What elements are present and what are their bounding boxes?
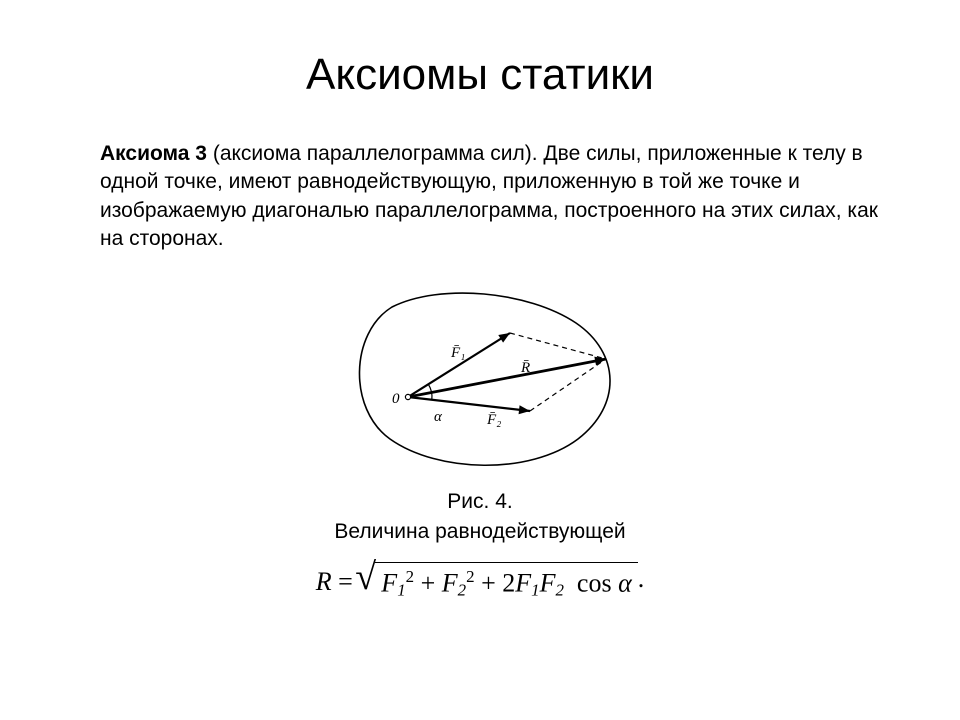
page-title: Аксиомы статики: [60, 50, 900, 100]
formula-dot: .: [638, 565, 645, 594]
axiom-text: Аксиома 3 (аксиома параллелограмма сил).…: [60, 140, 900, 253]
parallelogram-diagram: 0 F̄₁ F̄₂ R̄ α: [330, 277, 630, 477]
svg-text:F̄₁: F̄₁: [450, 345, 465, 361]
figure: 0 F̄₁ F̄₂ R̄ α Рис. 4. Величина равнодейству…: [60, 277, 900, 544]
coef-2: 2: [502, 569, 515, 598]
term-F1: F: [381, 569, 397, 598]
radicand: F12 + F22 + 2F1F2 cos α: [375, 562, 637, 601]
sub-2b: 2: [555, 581, 563, 600]
axiom-lead-suffix: (аксиома параллелограмма сил).: [207, 142, 543, 165]
slide: Аксиомы статики Аксиома 3 (аксиома парал…: [0, 0, 960, 720]
figure-caption: Рис. 4.: [60, 490, 900, 514]
plus-1: +: [421, 569, 442, 598]
cos-text: cos: [577, 569, 612, 598]
alpha-sym: α: [618, 569, 632, 598]
svg-text:F̄₂: F̄₂: [486, 412, 501, 428]
svg-text:α: α: [434, 409, 443, 425]
term-F2b: F: [540, 569, 556, 598]
formula-lhs: R: [316, 567, 332, 596]
sqrt: √ F12 + F22 + 2F1F2 cos α: [359, 562, 637, 601]
axiom-lead: Аксиома 3: [100, 142, 207, 165]
sub-1b: 1: [531, 581, 539, 600]
svg-text:R̄: R̄: [520, 360, 530, 376]
svg-text:0: 0: [392, 391, 400, 407]
figure-subcaption: Величина равнодействующей: [60, 520, 900, 544]
sub-2: 2: [458, 581, 466, 600]
sup-2a: 2: [406, 567, 414, 586]
formula: R = √ F12 + F22 + 2F1F2 cos α .: [60, 562, 900, 622]
plus-2: +: [481, 569, 502, 598]
term-F2: F: [442, 569, 458, 598]
term-F1b: F: [515, 569, 531, 598]
sub-1: 1: [397, 581, 405, 600]
formula-eq: =: [332, 567, 353, 596]
sup-2b: 2: [466, 567, 474, 586]
